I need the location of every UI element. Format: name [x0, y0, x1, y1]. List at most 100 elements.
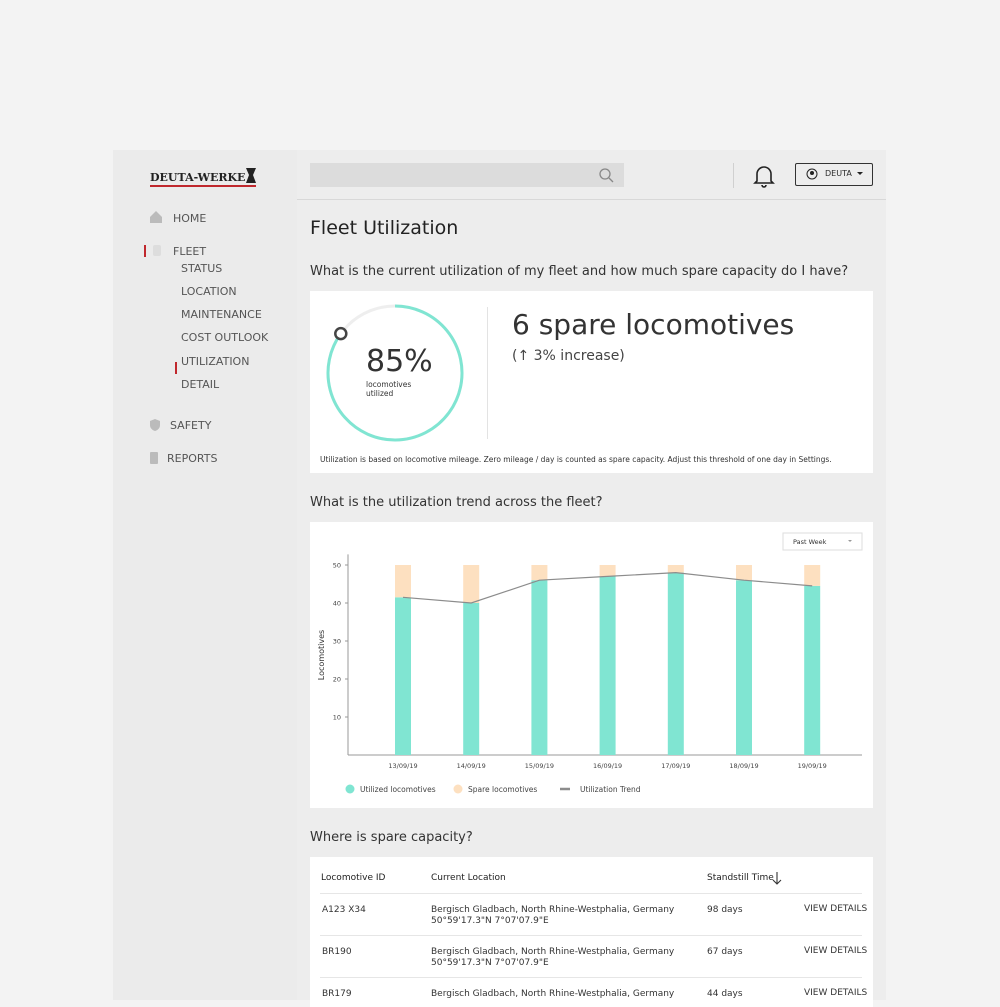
gauge-arc [326, 304, 464, 442]
user-menu[interactable] [795, 163, 873, 186]
view-details[interactable]: VIEW DETAILS [804, 988, 868, 998]
headline: 6 spare locomotives [512, 308, 795, 341]
view-details[interactable]: VIEW DETAILS [804, 904, 868, 914]
nav-subitem[interactable]: MAINTENANCE [181, 308, 262, 321]
x-tick-label: 19/09/19 [798, 762, 827, 770]
bar [599, 576, 616, 755]
legend-swatch [453, 784, 463, 794]
period-select[interactable] [782, 532, 863, 551]
location: Bergisch Gladbach, North Rhine-Westphali… [431, 989, 675, 999]
bar [736, 565, 752, 581]
bar [667, 565, 684, 573]
sort-icon[interactable] [772, 871, 782, 886]
x-tick-label: 17/09/19 [661, 762, 690, 770]
y-tick-label: 30 [333, 638, 341, 646]
legend-label: Utilization Trend [580, 785, 641, 794]
bar [804, 585, 821, 755]
locomotive-id: BR179 [322, 989, 352, 999]
section-question: What is the current utilization of my fl… [310, 264, 849, 279]
legend-label: Utilized locomotives [360, 785, 436, 794]
y-tick-label: 50 [333, 562, 341, 570]
user-icon [806, 168, 818, 180]
active-marker [144, 245, 146, 257]
search-icon[interactable] [599, 168, 614, 183]
bar [531, 580, 548, 755]
nav-subitem[interactable]: LOCATION [181, 285, 237, 298]
logo[interactable]: DEUTA-WERKE [150, 171, 246, 184]
chart: Past Week Locomotives 10 20 30 40 50 13/09/19… [317, 532, 863, 794]
section-question: Where is spare capacity? [310, 830, 473, 845]
gauge-knob [334, 326, 348, 341]
bar [463, 565, 480, 603]
change: (↑ 3% increase) [512, 348, 625, 364]
column-header[interactable]: Standstill Time [707, 873, 774, 883]
bar [667, 572, 684, 755]
bar [736, 580, 752, 755]
caret [848, 540, 852, 542]
header-separator [733, 163, 734, 188]
x-tick-label: 13/09/19 [388, 762, 417, 770]
logo-icon [246, 168, 256, 183]
bar [599, 565, 616, 577]
view-details[interactable]: VIEW DETAILS [804, 946, 868, 956]
y-axis-label: Locomotives [317, 630, 326, 680]
location: 50°59'17.3"N 7°07'07.9"E [431, 958, 549, 968]
row-divider [320, 935, 862, 936]
note: Utilization is based on locomotive milea… [320, 455, 832, 464]
bar [395, 597, 411, 755]
nav-subitem[interactable]: STATUS [181, 262, 223, 275]
sidebar [113, 150, 297, 1000]
nav-item[interactable]: FLEET [173, 245, 207, 258]
home-icon [150, 211, 162, 223]
user-name[interactable]: DEUTA [825, 169, 852, 178]
nav-subitem[interactable]: DETAIL [181, 378, 220, 391]
caret [857, 172, 863, 175]
bar [395, 565, 411, 598]
y-tick-label: 10 [333, 714, 341, 722]
locomotive-id: BR190 [322, 947, 352, 957]
standstill-time: 44 days [707, 989, 743, 999]
x-tick-label: 14/09/19 [457, 762, 486, 770]
y-tick-label: 40 [333, 600, 341, 608]
row-divider [320, 977, 862, 978]
fleet-icon [153, 245, 161, 256]
nav-subitem[interactable]: COST OUTLOOK [181, 331, 269, 344]
safety-icon [150, 419, 160, 431]
legend-swatch [345, 784, 355, 794]
logo-underline [150, 185, 256, 187]
y-tick-label: 20 [333, 676, 341, 684]
bar [531, 565, 548, 581]
summary-card [310, 291, 873, 473]
nav-item[interactable]: REPORTS [167, 452, 218, 465]
notification-bell[interactable] [753, 164, 775, 188]
table-card [310, 857, 873, 1007]
x-tick-label: 16/09/19 [593, 762, 622, 770]
column-header: Locomotive ID [321, 873, 386, 883]
nav-subitem[interactable]: UTILIZATION [181, 355, 250, 368]
standstill-time: 67 days [707, 947, 743, 957]
search-bar[interactable] [310, 163, 624, 187]
page-title: Fleet Utilization [310, 217, 459, 239]
row-divider [320, 893, 862, 894]
nav-item[interactable]: HOME [173, 212, 207, 225]
location: Bergisch Gladbach, North Rhine-Westphali… [431, 947, 675, 957]
reports-icon [150, 452, 158, 464]
standstill-time: 98 days [707, 905, 743, 915]
trend-line [402, 571, 813, 604]
gauge-value: 85% [366, 344, 433, 379]
column-header: Current Location [431, 873, 506, 883]
gauge-caption: locomotives [366, 380, 412, 389]
location: Bergisch Gladbach, North Rhine-Westphali… [431, 905, 675, 915]
header-divider [297, 199, 886, 200]
gauge-caption: utilized [366, 389, 394, 398]
nav-item[interactable]: SAFETY [170, 419, 212, 432]
period-label[interactable]: Past Week [793, 538, 827, 546]
x-tick-label: 18/09/19 [729, 762, 758, 770]
active-marker [175, 362, 177, 374]
card-divider [487, 307, 488, 439]
gauge [326, 304, 464, 442]
location: 50°59'17.3"N 7°07'07.9"E [431, 916, 549, 926]
legend-label: Spare locomotives [468, 785, 537, 794]
section-question: What is the utilization trend across the… [310, 495, 603, 510]
